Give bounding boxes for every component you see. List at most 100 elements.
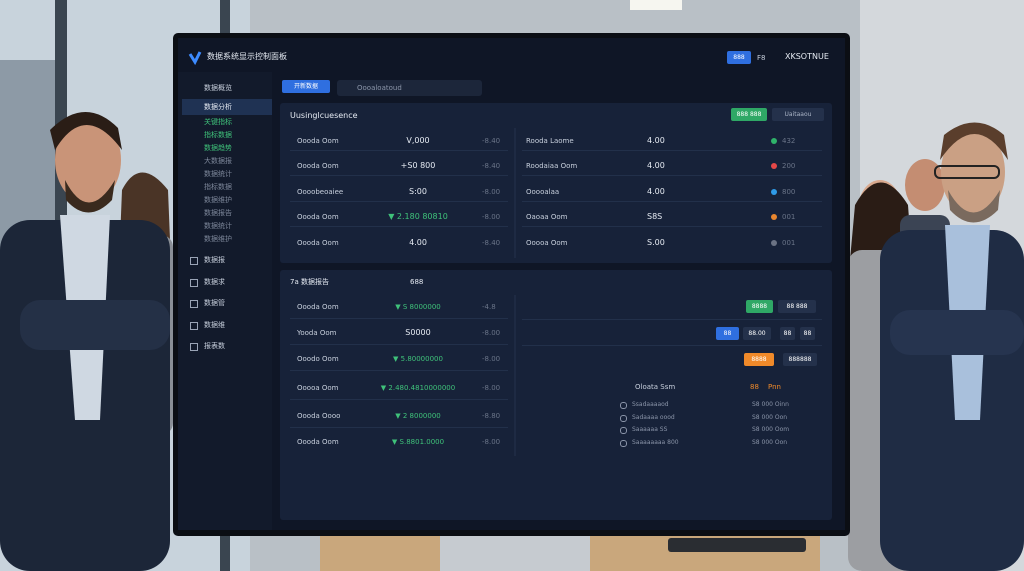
sidebar-item[interactable]: 数据维护 bbox=[204, 196, 232, 204]
sidebar-icon bbox=[190, 278, 198, 287]
row-value: ▼ 2 8000000 bbox=[395, 412, 441, 420]
legend-icon bbox=[620, 439, 627, 447]
panel-button[interactable]: 88 bbox=[800, 327, 815, 340]
row-label: Oooda Oom bbox=[297, 239, 339, 247]
row-value: 4.00 bbox=[647, 136, 665, 145]
search-box[interactable] bbox=[337, 80, 482, 96]
panel-button[interactable]: 8888 bbox=[746, 300, 773, 313]
sidebar-item[interactable]: 数据报告 bbox=[204, 209, 232, 217]
row-line bbox=[290, 370, 508, 371]
header-button[interactable]: 888 bbox=[727, 51, 751, 64]
row-value: S8S bbox=[647, 212, 663, 221]
row-label: Oooobeoaiee bbox=[297, 188, 344, 196]
row-value: V,000 bbox=[406, 136, 430, 145]
sidebar-section[interactable]: 数据维 bbox=[204, 320, 225, 329]
row-line bbox=[522, 150, 822, 151]
legend-icon bbox=[620, 427, 627, 434]
row-change: -8.00 bbox=[482, 438, 501, 446]
legend-label: Saaaaaa SS bbox=[632, 426, 668, 433]
person-hair bbox=[50, 111, 122, 150]
row-change: 001 bbox=[782, 213, 796, 221]
status-dot bbox=[771, 214, 777, 220]
sidebar-icon bbox=[190, 343, 198, 351]
person-arms bbox=[890, 310, 1024, 355]
sidebar-item[interactable]: 数据统计 bbox=[204, 222, 232, 230]
row-change: 200 bbox=[782, 162, 796, 170]
panel-button[interactable]: 888 888 bbox=[731, 108, 767, 121]
sidebar-item[interactable]: 数据趋势 bbox=[204, 144, 232, 152]
legend-header: Pnn bbox=[768, 383, 781, 391]
row-change: 001 bbox=[782, 239, 796, 247]
row-change: -8.00 bbox=[482, 384, 501, 392]
sidebar-item[interactable]: 数据分析 bbox=[204, 103, 232, 111]
row-line bbox=[290, 344, 508, 345]
status-dot bbox=[771, 240, 777, 246]
row-line bbox=[522, 226, 822, 227]
sidebar-section[interactable]: 数据管 bbox=[204, 299, 225, 307]
row-label: Ooooa Oom bbox=[297, 384, 339, 392]
sidebar-section[interactable]: 报表数 bbox=[204, 342, 225, 350]
sidebar-item[interactable]: 关键指标 bbox=[204, 118, 232, 126]
row-change: 800 bbox=[782, 188, 796, 196]
person-beard bbox=[948, 190, 1000, 223]
row-change: -8.80 bbox=[482, 412, 501, 420]
row-value: ▼ S.8801.0000 bbox=[391, 438, 445, 446]
legend-label: Sadaaaa oood bbox=[632, 413, 675, 421]
row-value: ▼ 2.480.4810000000 bbox=[380, 384, 456, 392]
legend-header: 88 bbox=[750, 383, 759, 391]
toolbar-button[interactable]: 开新数据 bbox=[282, 80, 330, 93]
panel-button[interactable]: 8888 bbox=[744, 353, 774, 366]
panel-subtitle: 688 bbox=[410, 278, 424, 286]
row-label: Ooooalaa bbox=[526, 188, 560, 196]
sidebar-item[interactable]: 大数据报 bbox=[204, 157, 232, 165]
row-value: ▼ S 8000000 bbox=[395, 303, 441, 311]
row-label: Yooda Oom bbox=[297, 329, 337, 337]
person-head bbox=[55, 116, 121, 204]
person-arms bbox=[20, 300, 170, 350]
row-line bbox=[290, 201, 508, 202]
sidebar-item[interactable]: 数据维护 bbox=[204, 235, 232, 243]
sidebar-item[interactable]: 指标数据 bbox=[204, 183, 232, 191]
panel-button[interactable]: 88 888 bbox=[778, 300, 816, 313]
person-glasses bbox=[934, 165, 1000, 179]
row-line bbox=[522, 319, 822, 320]
row-label: Roodaiaa Oom bbox=[526, 162, 578, 170]
legend-label: Saaaaaaaa 800 bbox=[632, 438, 679, 446]
panel-button[interactable]: 88 bbox=[716, 327, 739, 340]
row-value: ▼ 2.180 80810 bbox=[388, 212, 448, 221]
panel-button[interactable]: 88 bbox=[780, 327, 795, 340]
app-title: 数据系统显示控制面板 bbox=[207, 52, 287, 61]
row-line bbox=[522, 345, 822, 346]
row-line bbox=[290, 175, 508, 176]
legend-value: S8 000 Oom bbox=[752, 426, 790, 433]
sidebar bbox=[178, 72, 272, 530]
sidebar-section[interactable]: 数据求 bbox=[204, 277, 225, 286]
panel bbox=[280, 103, 832, 263]
row-label: Oaoaa Oom bbox=[526, 213, 568, 221]
person-hair bbox=[940, 122, 1008, 160]
panel-button[interactable]: 888888 bbox=[783, 353, 817, 366]
header-button[interactable]: F8 bbox=[757, 54, 766, 62]
row-value: S:00 bbox=[409, 187, 427, 196]
row-line bbox=[522, 201, 822, 202]
panel-button[interactable]: Uaitaaou bbox=[772, 108, 824, 121]
legend-value: S8 000 Oon bbox=[752, 413, 788, 421]
row-line bbox=[290, 226, 508, 227]
panel-button[interactable]: 88.00 bbox=[743, 327, 771, 340]
sidebar-section[interactable]: 数据概览 bbox=[204, 84, 232, 92]
legend-value: S8 000 Oinn bbox=[752, 401, 789, 408]
sidebar-section[interactable]: 数据报 bbox=[204, 256, 225, 264]
panel-title: Uusinglcuesence bbox=[290, 111, 358, 120]
legend-value: S8 000 Oon bbox=[752, 438, 788, 446]
row-change: -8.00 bbox=[482, 329, 501, 337]
status-dot bbox=[771, 189, 777, 195]
status-dot bbox=[771, 163, 777, 169]
row-value: S0000 bbox=[405, 328, 431, 337]
legend-icon bbox=[620, 414, 627, 422]
sidebar-icon bbox=[190, 300, 198, 308]
sidebar-item[interactable]: 指标数据 bbox=[204, 131, 232, 139]
sidebar-active bbox=[182, 99, 272, 115]
sidebar-item[interactable]: 数据统计 bbox=[204, 170, 232, 178]
sidebar-icon bbox=[190, 257, 198, 265]
